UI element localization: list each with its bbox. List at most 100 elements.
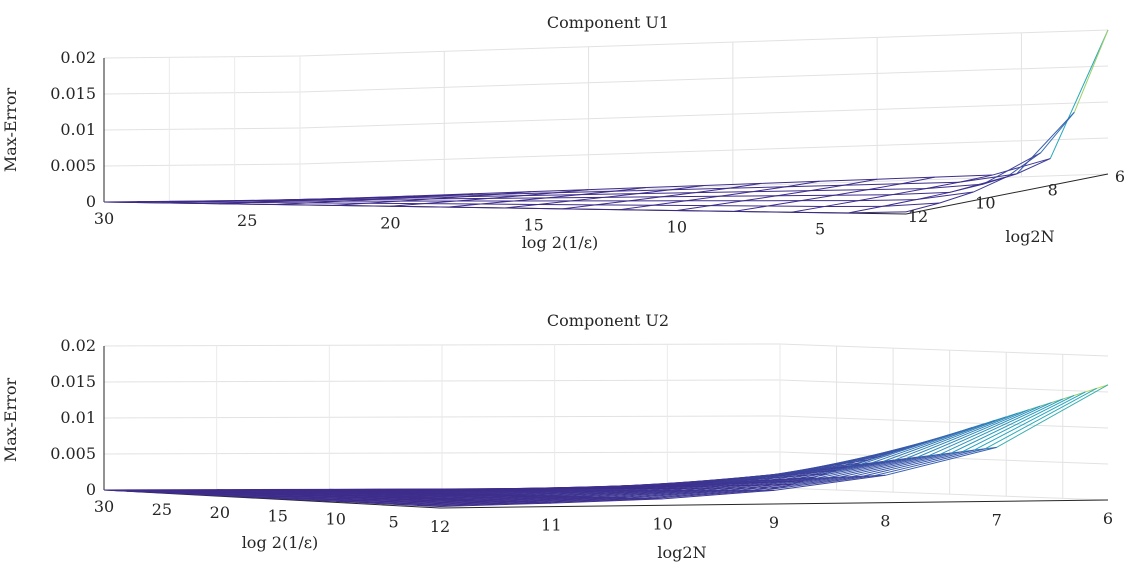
mesh-line (580, 193, 638, 196)
mesh-line (566, 486, 679, 489)
mesh-line (786, 184, 844, 188)
mesh-line (595, 200, 629, 206)
mesh-line (447, 206, 506, 209)
y-axis-line (439, 499, 1109, 509)
x-tick-label: 5 (389, 513, 399, 532)
y-tick-label: 7 (992, 510, 1002, 529)
grid (103, 343, 1109, 509)
mesh-line (401, 494, 514, 498)
mesh-line (734, 205, 768, 212)
mesh-line (482, 496, 594, 501)
mesh-line (341, 198, 375, 202)
x-tick-label: 15 (268, 506, 288, 525)
plot-u1: Component U1 Max-Error log 2(1/ε) log2N … (1, 13, 1125, 252)
mesh-line (752, 190, 811, 193)
mesh-line (546, 196, 605, 199)
mesh-line (470, 496, 583, 501)
y-tick-label: 8 (880, 512, 890, 531)
mesh-line (639, 489, 752, 499)
mesh-line (266, 495, 379, 499)
mesh-line (678, 483, 792, 488)
mesh-line (464, 193, 498, 198)
mesh-line (431, 197, 490, 200)
x-tick-label: 10 (667, 218, 687, 237)
mesh-line (480, 200, 514, 205)
mesh-line (546, 194, 581, 199)
gridline (779, 343, 1109, 357)
x-tick-label: 30 (94, 209, 114, 228)
mesh-line (289, 496, 402, 500)
mesh-line (1040, 111, 1075, 154)
mesh-line (834, 194, 893, 196)
mesh-line (690, 480, 803, 487)
mesh-line (547, 489, 660, 497)
mesh-line (712, 473, 826, 484)
mesh-line (393, 500, 506, 505)
mesh-line (580, 190, 614, 196)
x-axis-label: log 2(1/ε) (242, 533, 319, 552)
mesh-line (604, 193, 638, 198)
mesh-line (316, 198, 350, 201)
mesh-line (536, 489, 649, 496)
x-axis-label: log 2(1/ε) (522, 233, 599, 252)
mesh-line (619, 209, 677, 212)
gridline (299, 137, 1109, 165)
mesh-line (786, 180, 820, 188)
mesh-line (173, 491, 286, 494)
mesh-line (497, 192, 556, 195)
mesh-line (504, 207, 563, 210)
mesh-line (925, 181, 960, 190)
mesh-line (127, 490, 240, 492)
mesh-line (1016, 158, 1051, 175)
mesh-line (582, 489, 694, 498)
mesh-line (834, 189, 869, 196)
mesh-line (670, 187, 729, 191)
mesh-line (161, 491, 275, 494)
mesh-line (949, 183, 984, 193)
z-tick-label: 0.015 (50, 84, 96, 103)
mesh-line (894, 416, 1007, 461)
mesh-line (985, 387, 1097, 450)
mesh-line (378, 493, 491, 497)
mesh-line (593, 489, 706, 498)
mesh-line (848, 211, 907, 214)
mesh-line (218, 203, 276, 206)
mesh-line (719, 191, 753, 197)
mesh-line (701, 476, 814, 485)
mesh-line (915, 191, 950, 201)
gridline (779, 379, 1109, 393)
mesh-line (973, 176, 1008, 193)
mesh-line (605, 489, 717, 498)
mesh-line (719, 195, 778, 197)
mesh-line (347, 498, 460, 503)
mesh-line (604, 196, 663, 198)
mesh-line (194, 200, 227, 203)
mesh-line (613, 189, 671, 192)
mesh-line (686, 195, 720, 202)
z-tick-label: 0 (86, 192, 96, 211)
mesh-line (858, 194, 893, 202)
mesh-line (435, 495, 548, 499)
mesh-line (951, 398, 1063, 454)
mesh-line (637, 192, 696, 195)
mesh-line (382, 195, 416, 198)
mesh-line (559, 489, 671, 497)
surface-mesh (103, 29, 1109, 214)
mesh-line (333, 202, 367, 206)
mesh-line (343, 492, 456, 496)
mesh-line (431, 196, 465, 200)
mesh-line (551, 498, 663, 504)
y-tick-label: 6 (1103, 509, 1113, 528)
mesh-line (538, 200, 572, 205)
z-tick-label: 0.02 (60, 336, 96, 355)
mesh-line (901, 181, 960, 185)
mesh-line (767, 200, 802, 207)
z-tick-label: 0 (86, 480, 96, 499)
gridline (103, 127, 301, 131)
mesh-line (196, 492, 309, 496)
mesh-line (810, 184, 844, 192)
mesh-line (571, 196, 605, 202)
gridline (779, 415, 1109, 429)
mesh-line (458, 495, 571, 500)
mesh-line (150, 491, 263, 493)
